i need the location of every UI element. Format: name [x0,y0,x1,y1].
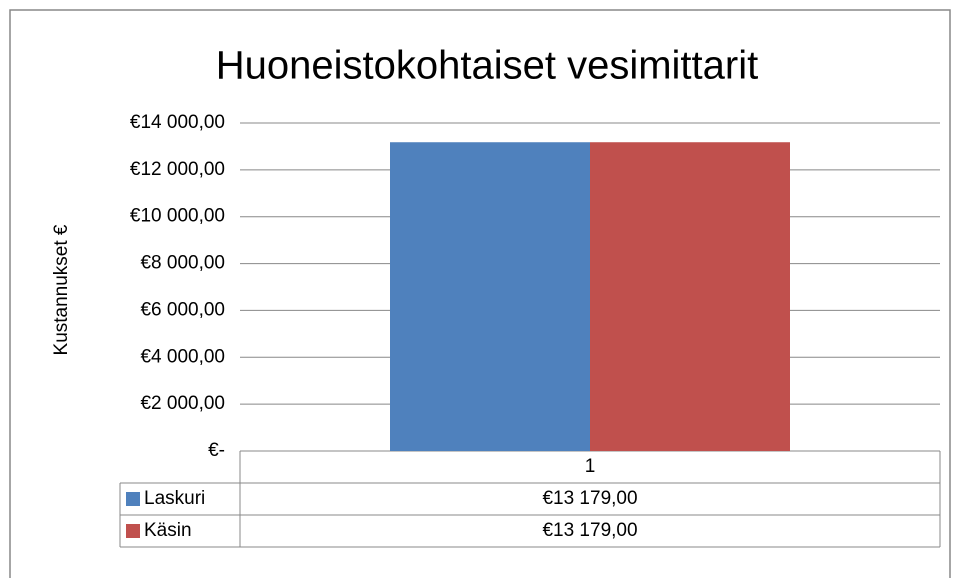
y-axis-label: Kustannukset € [51,224,72,355]
legend-label: Käsin [144,520,192,541]
y-tick-label: €4 000,00 [140,346,225,367]
legend-label: Laskuri [144,488,205,509]
x-tick-label: 1 [585,456,596,477]
y-tick-label: €6 000,00 [140,299,225,320]
y-tick-label: €10 000,00 [130,206,225,227]
data-table-value: €13 179,00 [542,520,637,541]
y-tick-label: €12 000,00 [130,159,225,180]
y-tick-label: €- [208,440,225,461]
y-tick-label: €14 000,00 [130,112,225,133]
y-tick-label: €8 000,00 [140,253,225,274]
legend-swatch [126,524,140,538]
legend-swatch [126,492,140,506]
data-table-value: €13 179,00 [542,488,637,509]
bar [590,142,790,451]
y-tick-label: €2 000,00 [140,393,225,414]
chart-title: Huoneistokohtaiset vesimittarit [216,44,758,88]
bar [390,142,590,451]
